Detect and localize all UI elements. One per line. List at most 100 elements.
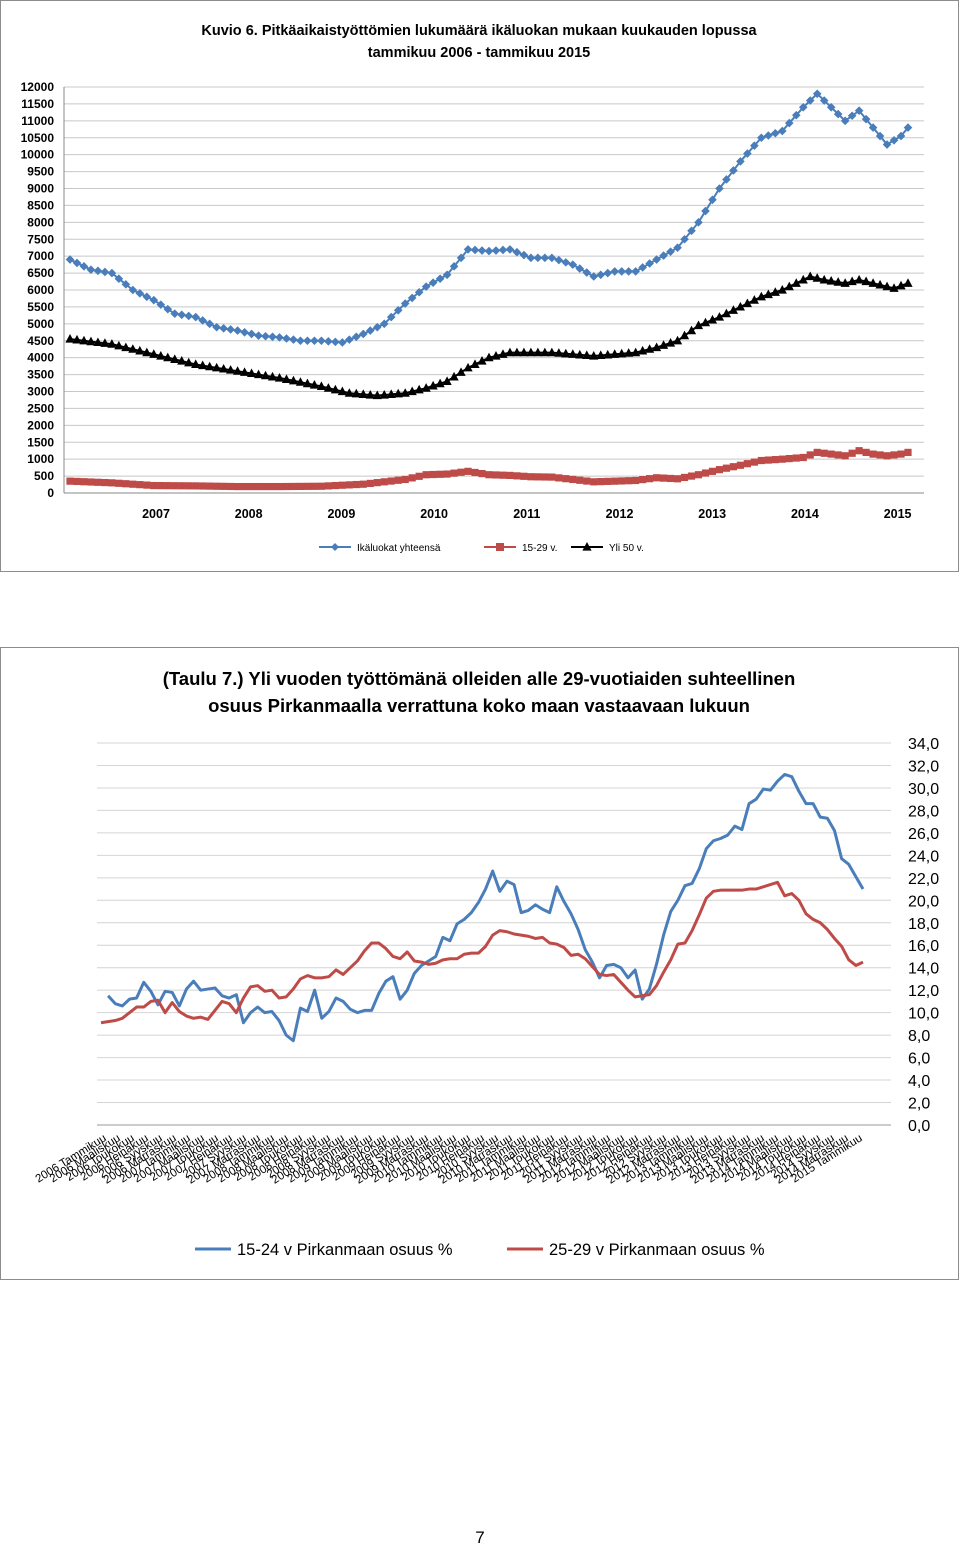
- data-point: [569, 475, 577, 484]
- data-point: [498, 349, 508, 358]
- data-point: [296, 336, 305, 346]
- data-point: [352, 480, 360, 489]
- data-point: [288, 375, 299, 385]
- data-point: [749, 295, 759, 304]
- data-point: [261, 331, 270, 341]
- data-point: [87, 478, 95, 486]
- data-point: [491, 350, 501, 360]
- x-tick-label: 2009: [327, 507, 355, 521]
- data-point: [178, 482, 186, 490]
- data-point: [700, 317, 711, 327]
- y-tick-label: 2,0: [908, 1096, 930, 1113]
- chart-1-subtitle: tammikuu 2006 - tammikuu 2015: [368, 45, 590, 61]
- data-point: [344, 388, 354, 397]
- data-point: [310, 482, 319, 490]
- data-point: [226, 325, 235, 334]
- data-point: [66, 477, 74, 485]
- y-tick-label: 8000: [27, 215, 54, 229]
- data-point: [554, 348, 564, 357]
- data-point: [282, 334, 291, 343]
- data-point: [171, 482, 179, 490]
- legend-label: 25-29 v Pirkanmaan osuus %: [549, 1241, 765, 1259]
- y-tick-label: 28,0: [908, 803, 939, 820]
- data-point: [421, 282, 431, 291]
- data-point: [428, 278, 438, 287]
- data-point: [533, 253, 543, 263]
- chart-longterm-unemployed-by-age: Kuvio 6. Pitkäaikaistyöttömien lukumäärä…: [0, 0, 959, 572]
- data-point: [254, 482, 263, 491]
- data-point: [330, 384, 340, 394]
- data-point: [673, 243, 682, 253]
- y-tick-label: 1000: [27, 452, 54, 466]
- data-point: [771, 128, 780, 138]
- data-point: [513, 472, 521, 480]
- data-point: [785, 455, 793, 463]
- data-point: [415, 472, 423, 480]
- data-point: [520, 472, 528, 480]
- data-point: [220, 482, 228, 490]
- data-point: [260, 370, 271, 380]
- data-point: [708, 195, 717, 205]
- data-point: [373, 479, 381, 487]
- data-point: [812, 273, 822, 282]
- data-point: [638, 345, 648, 355]
- data-point: [575, 264, 585, 273]
- data-point: [65, 334, 75, 343]
- data-point: [407, 386, 417, 396]
- data-point: [100, 338, 110, 347]
- data-point: [464, 467, 472, 475]
- data-point: [548, 473, 556, 481]
- data-point: [491, 246, 501, 255]
- data-point: [450, 469, 458, 477]
- data-point: [665, 338, 676, 347]
- data-point: [890, 451, 898, 459]
- series-2: [66, 447, 912, 491]
- data-point: [889, 283, 899, 292]
- y-tick-label: 8500: [27, 198, 54, 212]
- data-point: [505, 347, 515, 357]
- data-point: [798, 103, 808, 112]
- x-tick-label: 2007: [142, 507, 170, 521]
- y-tick-label: 2500: [27, 401, 54, 415]
- data-point: [219, 363, 229, 373]
- data-point: [771, 456, 779, 464]
- data-point: [639, 475, 647, 484]
- data-point: [79, 262, 89, 271]
- data-point: [114, 340, 124, 350]
- data-point: [386, 312, 396, 322]
- data-point: [457, 468, 465, 476]
- data-point: [303, 482, 312, 490]
- data-point: [505, 245, 515, 254]
- data-point: [100, 267, 110, 277]
- data-point: [742, 298, 752, 308]
- data-point: [408, 474, 416, 482]
- data-point: [610, 267, 619, 276]
- page-number: 7: [475, 1528, 485, 1547]
- data-point: [576, 476, 584, 484]
- data-point: [813, 448, 821, 456]
- data-point: [701, 206, 710, 216]
- data-point: [345, 335, 354, 344]
- y-tick-label: 30,0: [908, 781, 939, 798]
- data-point: [533, 347, 543, 357]
- data-point: [401, 475, 409, 484]
- data-point: [582, 268, 592, 277]
- data-point: [687, 226, 696, 236]
- chart-1-x-axis: 2007 2008 2009 2010 2011 2012 2013 2014 2015: [142, 507, 911, 521]
- data-point: [422, 471, 430, 479]
- y-tick-label: 0,0: [908, 1118, 930, 1135]
- data-point: [826, 103, 836, 112]
- data-point: [121, 280, 131, 289]
- data-point: [323, 383, 333, 392]
- data-point: [791, 278, 801, 287]
- data-point: [239, 367, 250, 376]
- data-point: [345, 481, 353, 489]
- y-tick-label: 500: [34, 469, 54, 483]
- data-point: [463, 362, 473, 372]
- data-point: [534, 473, 542, 481]
- x-tick-label: 2008: [235, 507, 263, 521]
- x-tick-label: 2013: [698, 507, 726, 521]
- data-point: [365, 389, 375, 399]
- data-point: [268, 482, 277, 491]
